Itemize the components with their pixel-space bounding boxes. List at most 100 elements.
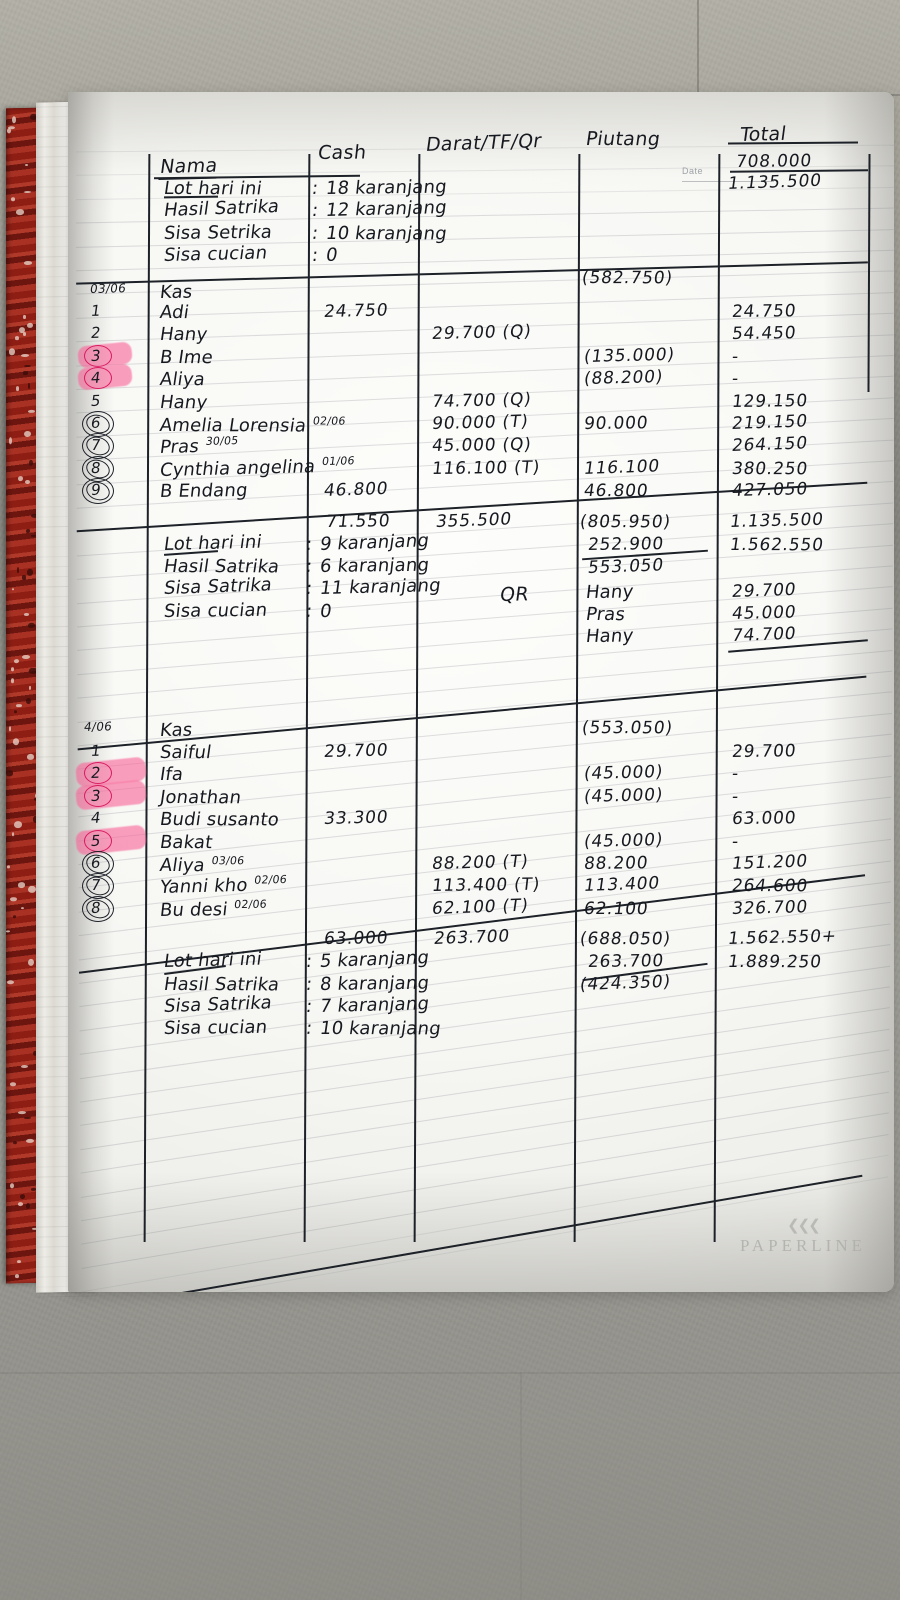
cover-pattern-fleck: [18, 476, 23, 481]
block1-date: 03/06: [89, 281, 127, 296]
row-total-b1-7: 264.150: [731, 434, 810, 457]
notebook-page: Date Nama Cash Darat/TF/Qr Piutang Total 708.…: [68, 92, 894, 1292]
cover-pattern-fleck: [21, 354, 29, 357]
top-summary-sep-0: :: [311, 178, 320, 199]
cover-pattern-fleck: [15, 337, 18, 341]
block1-summary-label-3: Sisa cucian: [163, 600, 269, 622]
handwriting-layer: Nama Cash Darat/TF/Qr Piutang Total 708.000 1.…: [68, 92, 894, 1292]
cover-pattern-fleck: [10, 897, 16, 902]
cover-pattern-fleck: [27, 323, 33, 328]
row-transfer-b1-2: 29.700 (Q): [431, 322, 533, 345]
tile-seam: [697, 0, 699, 96]
block1-opening-label: Kas: [159, 282, 194, 303]
cover-pattern-fleck: [18, 1202, 23, 1206]
row-transfer-b2-6: 88.200 (T): [431, 852, 530, 874]
block2-summary-label-3: Sisa cucian: [163, 1017, 269, 1039]
row-piutang-b2-3: (45.000): [583, 785, 665, 807]
cover-pattern-fleck: [9, 727, 11, 732]
block2-total-total: 1.562.550+: [727, 926, 838, 949]
block1-summary-value-2: 11 karanjang: [319, 575, 443, 599]
row-piutang-b1-8: 116.100: [583, 456, 662, 479]
block2-total-piutang: (688.050): [579, 929, 673, 949]
block1-summary-value-0: 9 karanjang: [319, 530, 431, 555]
cover-pattern-fleck: [17, 1260, 21, 1264]
row-piutang-b1-4: (88.200): [583, 367, 665, 389]
block2-piutang-sum: (424.350): [579, 972, 673, 995]
notebook: Date Nama Cash Darat/TF/Qr Piutang Total 708.…: [6, 92, 894, 1292]
row-name-b2-6: Aliya 03/06: [158, 854, 245, 876]
top-summary-sep-3: :: [311, 245, 320, 266]
top-summary-value-3: 0: [325, 245, 340, 267]
row-total-b2-8: 326.700: [731, 897, 810, 919]
cover-pattern-fleck: [21, 1065, 28, 1068]
row-index-b1-2: 2: [90, 324, 102, 342]
block1-total-piutang: (805.950): [579, 512, 673, 532]
block1-total-next: 1.562.550: [729, 535, 826, 555]
row-name-b2-3: Jonathan: [158, 787, 242, 808]
carry-total-1: 708.000: [735, 151, 813, 172]
cover-pattern-fleck: [14, 822, 22, 829]
top-summary-label-1: Hasil Satrika: [163, 196, 281, 221]
cover-pattern-fleck: [13, 916, 16, 919]
row-name-b2-2: Ifa: [158, 764, 184, 785]
block2-summary-value-3: 10 karanjang: [318, 1018, 442, 1039]
cover-pattern-fleck: [22, 575, 26, 580]
cover-pattern-fleck: [28, 886, 36, 893]
cover-pattern-fleck: [21, 907, 24, 909]
cover-pattern-fleck: [28, 623, 35, 629]
row-total-b1-1: 24.750: [731, 301, 798, 322]
cover-pattern-fleck: [18, 1111, 26, 1114]
row-cash-b2-1: 29.700: [323, 740, 390, 762]
top-summary-sep-2: :: [311, 223, 320, 244]
row-name-b2-7: Yanni kho 02/06: [159, 873, 288, 898]
row-name-b2-4: Budi susanto: [158, 809, 280, 830]
row-cash-b1-9: 46.800: [323, 479, 390, 501]
cover-pattern-fleck: [16, 704, 22, 708]
cover-pattern-fleck: [7, 865, 9, 869]
cover-pattern-fleck: [17, 567, 19, 573]
block2-summary-sep-3: :: [305, 1018, 314, 1039]
block1-total-transfer: 355.500: [435, 509, 514, 532]
block2-opening-label: Kas: [159, 720, 194, 741]
cover-pattern-fleck: [28, 959, 34, 966]
row-name-b1-5: Hany: [158, 392, 208, 413]
cover-pattern-fleck: [25, 480, 30, 484]
block1-summary-label-0: Lot hari ini: [163, 531, 264, 554]
block2-summary-sep-0: :: [305, 951, 314, 972]
cover-pattern-fleck: [13, 738, 19, 745]
column-header-cash: Cash: [317, 141, 368, 164]
cover-pattern-fleck: [10, 1082, 16, 1086]
row-piutang-b2-6: 88.200: [583, 853, 650, 874]
block1-summary-sep-0: :: [305, 534, 314, 555]
cover-pattern-fleck: [11, 197, 15, 201]
row-transfer-b1-5: 74.700 (Q): [431, 389, 533, 412]
cover-pattern-fleck: [9, 349, 15, 356]
row-piutang-b1-6: 90.000: [583, 413, 650, 434]
row-total-b1-2: 54.450: [731, 324, 798, 345]
row-total-b2-7: 264.600: [731, 876, 810, 896]
block1-summary-sep-3: :: [305, 601, 314, 622]
row-name-b2-8: Bu desi 02/06: [159, 897, 268, 920]
row-index-b2-1: 1: [90, 742, 102, 760]
row-name-b1-3: B Ime: [158, 347, 214, 368]
row-transfer-b1-6: 90.000 (T): [431, 412, 530, 434]
block1-opening-piutang: (582.750): [581, 268, 675, 288]
row-total-b2-1: 29.700: [731, 741, 798, 762]
row-piutang-b2-8: 62.100: [583, 899, 650, 919]
cover-pattern-fleck: [15, 1274, 19, 1278]
row-name-b1-7: Pras 30/05: [159, 434, 240, 458]
cover-pattern-fleck: [13, 1141, 18, 1145]
row-cash-b2-4: 33.300: [323, 808, 390, 830]
cover-pattern-fleck: [11, 678, 14, 683]
column-header-nama: Nama: [158, 155, 219, 180]
cover-pattern-fleck: [11, 667, 13, 671]
row-index-b2-4: 4: [90, 809, 102, 827]
row-name-b1-6: Amelia Lorensia 02/06: [158, 414, 346, 437]
cover-pattern-fleck: [7, 128, 11, 133]
column-header-transfer: Darat/TF/Qr: [424, 130, 543, 156]
block1-summary-sep-1: :: [305, 556, 314, 577]
block1-summary-value-3: 0: [318, 601, 333, 622]
row-total-b2-2: -: [731, 764, 740, 784]
cover-pattern-fleck: [12, 116, 16, 123]
cover-pattern-fleck: [9, 437, 12, 444]
